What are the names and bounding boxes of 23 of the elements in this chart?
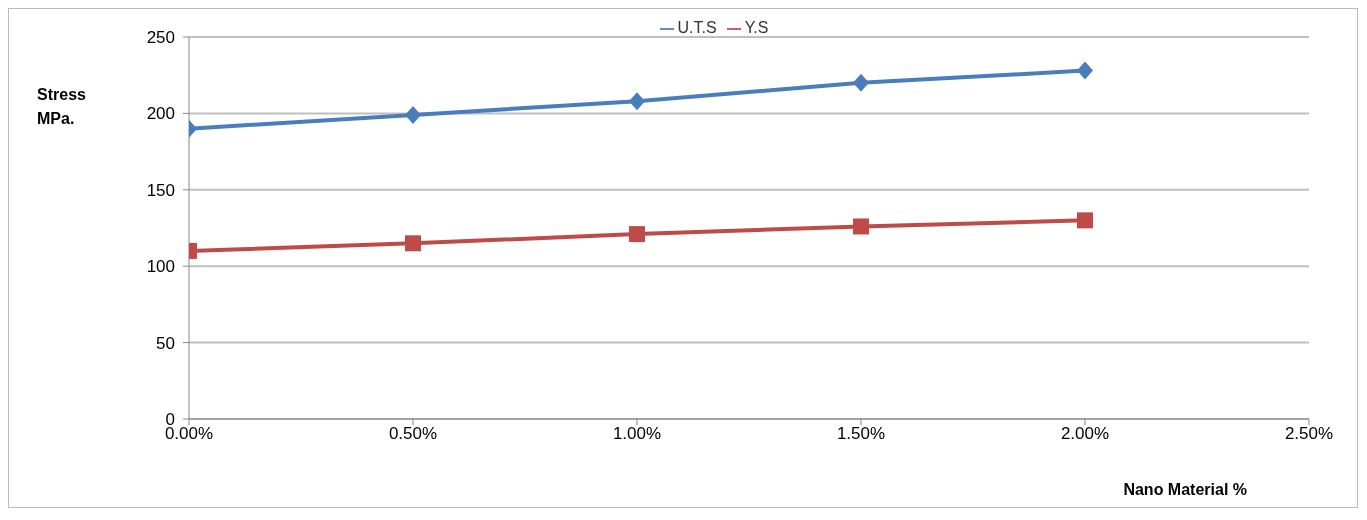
x-tick-label: 2.50% — [1284, 424, 1334, 444]
y-tick-label: 100 — [146, 257, 175, 277]
y-tick-label: 50 — [156, 333, 175, 353]
point — [853, 218, 869, 235]
y-axis-title: Stress MPa. — [37, 85, 86, 129]
point — [1077, 61, 1093, 80]
point — [629, 92, 645, 111]
point — [405, 105, 421, 124]
y-tick-label: 200 — [146, 104, 175, 124]
y-tick-label: 150 — [146, 180, 175, 200]
x-tick-label: 1.50% — [836, 424, 886, 444]
x-tick-label: 1.00% — [612, 424, 662, 444]
legend-label: U.T.S — [677, 19, 717, 36]
x-axis-title: Nano Material % — [1123, 481, 1247, 499]
point — [853, 73, 869, 92]
x-tick-label: 0.50% — [388, 424, 438, 444]
x-tick-label: 0.00% — [164, 424, 214, 444]
point — [1077, 212, 1093, 229]
x-tick-label: 2.00% — [1060, 424, 1110, 444]
y-tick-label: 250 — [146, 28, 175, 47]
point — [629, 226, 645, 243]
legend-label: Y.S — [744, 19, 769, 36]
point — [405, 235, 421, 252]
